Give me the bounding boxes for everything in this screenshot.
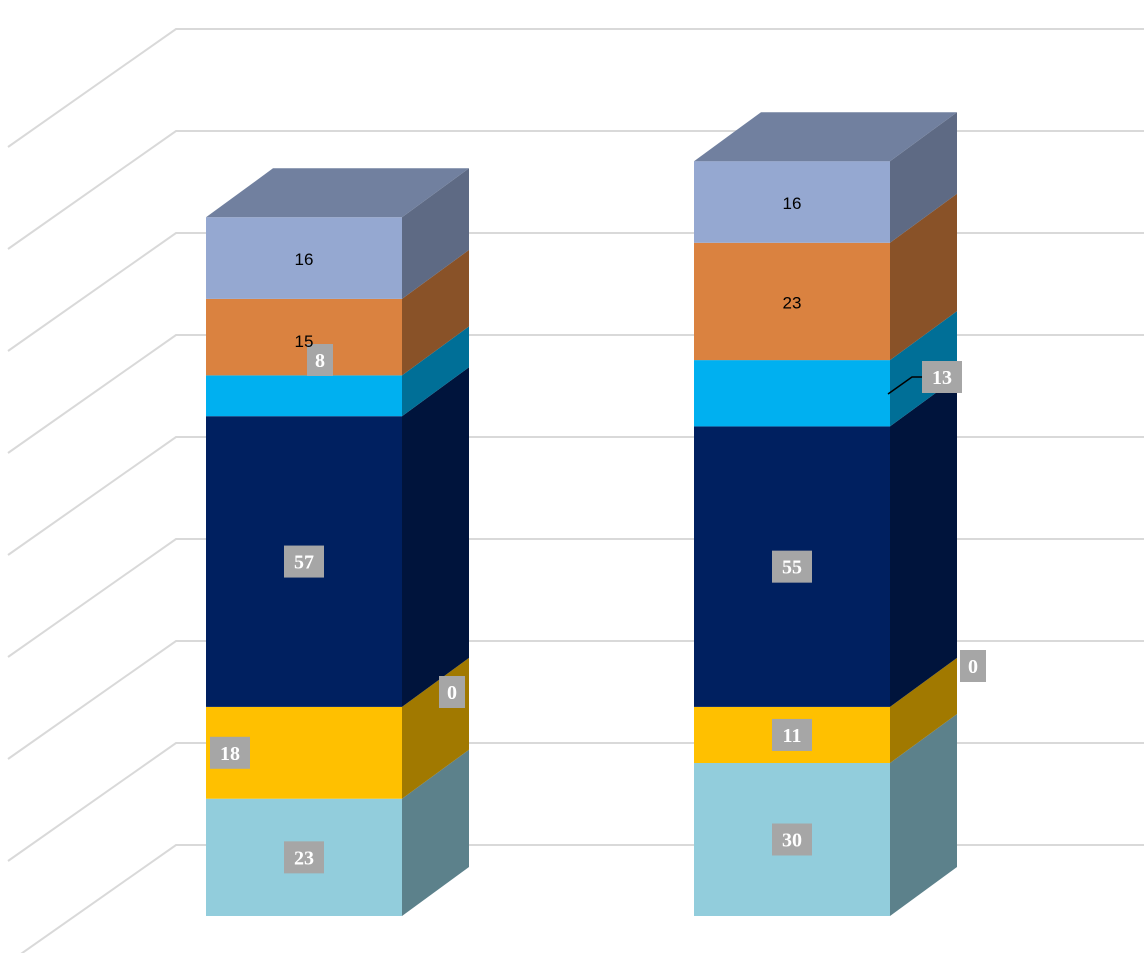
gridline <box>7 232 1144 352</box>
data-label: 23 <box>294 847 314 869</box>
data-label: 0 <box>447 682 457 704</box>
gridline <box>7 538 1144 658</box>
gridline <box>7 28 1144 148</box>
data-label-box <box>772 718 812 751</box>
data-label: 8 <box>315 350 325 372</box>
bar-segment-side <box>890 714 957 916</box>
gridline <box>20 844 1144 953</box>
gridlines <box>7 28 1144 953</box>
leader-line <box>887 376 922 395</box>
bar-top-face <box>694 112 957 162</box>
bar-segment-front <box>694 242 890 361</box>
data-label-box <box>772 550 812 583</box>
bar-segment-front <box>694 161 890 243</box>
bar-segment-side <box>890 193 957 361</box>
data-label-box <box>284 545 324 578</box>
bar-segment-front <box>206 375 402 417</box>
bar-segment-front <box>206 217 402 299</box>
bar-segment-side <box>890 112 957 243</box>
data-label: 13 <box>932 367 952 389</box>
data-label-box <box>922 361 962 393</box>
data-label: 16 <box>295 250 314 269</box>
bar-segment-side <box>402 168 469 299</box>
bar-segment-side <box>890 657 957 763</box>
data-label-box <box>960 650 986 682</box>
data-label: 18 <box>220 743 240 765</box>
bar-segment-side <box>402 326 469 417</box>
bar-segment-front <box>694 360 890 427</box>
bar-segment-side <box>402 749 469 916</box>
data-label: 15 <box>295 332 314 351</box>
data-label-box <box>210 736 250 769</box>
gridline <box>7 334 1144 454</box>
data-label-box <box>284 841 324 874</box>
data-label-box <box>307 344 333 376</box>
data-label: 30 <box>782 830 802 852</box>
data-label: 11 <box>783 725 802 747</box>
bar-segment-side <box>402 249 469 376</box>
data-labels: 23 18 0 57 815 16 30 11 0 55 13 23 16 <box>210 194 986 874</box>
gridline <box>7 436 1144 556</box>
bar-segment-side <box>890 377 957 707</box>
gridline <box>7 130 1144 250</box>
data-label: 55 <box>782 557 802 579</box>
data-label: 57 <box>294 552 314 574</box>
data-label-box <box>439 676 465 708</box>
data-label: 0 <box>968 656 978 678</box>
data-label-box <box>772 823 812 856</box>
data-label: 23 <box>783 293 802 312</box>
bar-top-face <box>206 168 469 218</box>
gridline <box>7 742 1144 862</box>
bar-segment-side <box>402 367 469 707</box>
bar-segment-front <box>206 298 402 376</box>
data-label: 16 <box>783 194 802 213</box>
